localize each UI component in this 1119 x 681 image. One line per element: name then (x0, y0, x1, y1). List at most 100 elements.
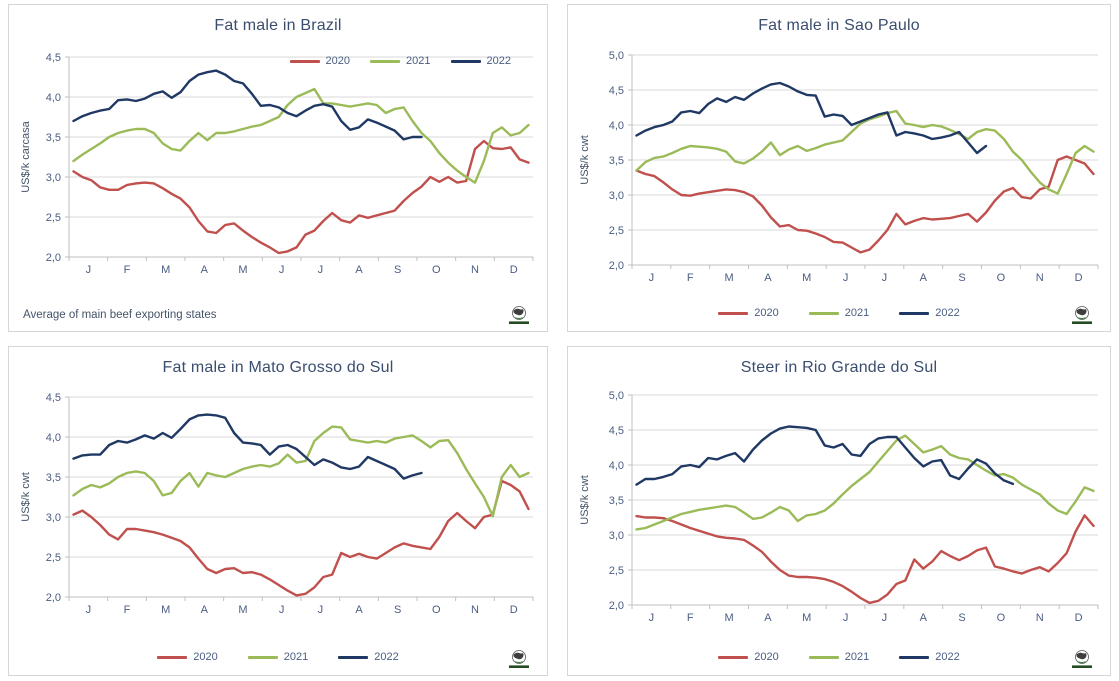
y-tick-label: 4,5 (46, 392, 61, 404)
y-tick-label: 4,5 (46, 52, 61, 64)
y-tick-label: 4,5 (609, 85, 624, 97)
legend-swatch (808, 311, 839, 315)
y-tick-label: 4,5 (609, 425, 624, 437)
x-tick-label: J (843, 612, 849, 624)
x-tick-label: J (649, 612, 655, 624)
x-tick-label: D (510, 264, 518, 276)
x-tick-label: N (471, 604, 479, 616)
x-tick-label: O (997, 612, 1006, 624)
y-tick-label: 3,5 (46, 132, 61, 144)
page-title: Fat male in Brazil (214, 17, 342, 34)
x-tick-label: J (843, 272, 849, 284)
legend-label: 2022 (935, 307, 960, 319)
legend-label: 2020 (754, 307, 779, 319)
legend-label: 2021 (844, 651, 870, 663)
x-tick-label: N (1036, 612, 1044, 624)
legend-item-2021: 2021 (808, 651, 870, 663)
series-line-2022 (635, 81, 988, 155)
x-tick-label: S (394, 264, 401, 276)
series-line-2022 (635, 425, 1015, 486)
legend-item-2022: 2022 (338, 651, 399, 663)
x-tick-label: M (802, 272, 811, 284)
x-tick-label: J (279, 604, 285, 616)
legend-swatch (247, 655, 278, 659)
chart-panel-brazil: Fat male in Brazil 2,0 2,5 3,0 3,5 4,0 4,5 J F M… (8, 4, 548, 332)
series-line-2020 (635, 155, 1095, 254)
y-tick-label: 2,5 (609, 565, 624, 577)
x-tick-label: N (471, 264, 479, 276)
series-line-2021 (72, 425, 530, 518)
legend-swatch (808, 655, 839, 659)
page-title: Steer in Rio Grande do Sul (740, 359, 938, 376)
y-tick-label: 3,0 (46, 512, 61, 524)
x-tick-label: J (86, 264, 92, 276)
y-tick-label: 2,0 (46, 252, 61, 264)
series-line-2021 (72, 87, 530, 184)
series-line-2022 (72, 69, 423, 141)
y-tick-label: 2,0 (46, 592, 61, 604)
legend-label: 2020 (325, 55, 351, 67)
x-tick-label: F (124, 264, 131, 276)
legend-item-2020: 2020 (157, 651, 218, 663)
legend-item-2021: 2021 (247, 651, 309, 663)
x-tick-label: S (394, 604, 401, 616)
legend-item-2021: 2021 (370, 55, 431, 67)
globe-logo-icon (1072, 306, 1092, 324)
legend-item-2022: 2022 (899, 307, 960, 319)
x-tick-label: A (920, 272, 928, 284)
y-tick-label: 4,0 (609, 460, 624, 472)
y-tick-label: 2,5 (46, 212, 61, 224)
legend-swatch (157, 655, 188, 659)
x-tick-label: J (649, 272, 655, 284)
legend-label: 2021 (283, 651, 309, 663)
y-tick-label: 2,0 (609, 600, 624, 612)
legend-item-2020: 2020 (289, 55, 351, 67)
series-line-2021 (635, 434, 1095, 531)
x-tick-label: A (764, 272, 772, 284)
chart-panel-mato-grosso: Fat male in Mato Grosso do Sul 2,0 2,5 3,0… (8, 346, 548, 676)
legend: 2020 2021 2022 (568, 307, 1110, 319)
x-tick-label: M (724, 612, 733, 624)
x-tick-label: F (687, 612, 694, 624)
y-tick-label: 3,0 (609, 190, 624, 202)
y-tick-label: 4,0 (46, 92, 61, 104)
globe-logo-icon (509, 306, 529, 324)
chart-mato-grosso-plot: 2,0 2,5 3,0 3,5 4,0 4,5 J F M A M J J A S O N D US$/k cwt (20, 392, 534, 616)
x-tick-label: M (802, 612, 811, 624)
x-tick-label: O (997, 272, 1006, 284)
legend-swatch (370, 59, 401, 63)
x-tick-label: O (432, 604, 441, 616)
x-tick-label: A (355, 264, 363, 276)
x-tick-label: D (510, 604, 518, 616)
y-tick-label: 4,0 (609, 120, 624, 132)
globe-logo-icon (1072, 650, 1092, 668)
legend-swatch (899, 311, 930, 315)
series-line-2021 (635, 109, 1095, 195)
legend-swatch (289, 59, 320, 63)
legend-label: 2022 (935, 651, 960, 663)
legend-item-2020: 2020 (718, 307, 779, 319)
legend-swatch (450, 59, 481, 63)
x-tick-label: M (238, 264, 247, 276)
legend-label: 2022 (486, 55, 511, 67)
x-tick-label: J (86, 604, 92, 616)
y-tick-label: 5,0 (609, 50, 624, 62)
x-tick-label: A (920, 612, 928, 624)
x-tick-label: F (124, 604, 131, 616)
chart-sao-paulo-plot: 2,0 2,5 3,0 3,5 4,0 4,5 5,0 J F M A M J J A S O N D US$/k c… (579, 50, 1099, 284)
legend: 2020 2021 2022 (289, 55, 511, 67)
legend-label: 2022 (374, 651, 399, 663)
x-tick-label: J (279, 264, 285, 276)
series-line-2020 (635, 514, 1095, 605)
x-tick-label: J (318, 604, 324, 616)
legend-label: 2021 (844, 307, 870, 319)
y-axis-title: US$/k cwt (579, 475, 591, 525)
x-tick-label: A (764, 612, 772, 624)
y-tick-label: 3,5 (609, 495, 624, 507)
x-tick-label: A (201, 264, 209, 276)
y-tick-label: 3,0 (46, 172, 61, 184)
chart-panel-sao-paulo: Fat male in Sao Paulo 2,0 2,5 3,0 3,5 4,0 4,5… (567, 4, 1111, 332)
x-tick-label: A (201, 604, 209, 616)
y-tick-label: 2,0 (609, 260, 624, 272)
